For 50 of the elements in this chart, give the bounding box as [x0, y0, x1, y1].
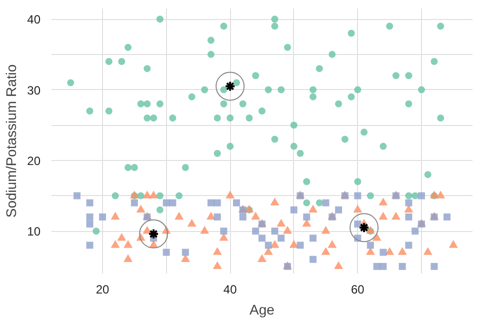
- point: [303, 213, 310, 220]
- x-tick-label: 40: [223, 282, 238, 296]
- point: [296, 242, 304, 249]
- y-tick-label: 20: [27, 154, 41, 168]
- point: [278, 234, 285, 242]
- x-tick-label: 60: [351, 282, 365, 296]
- point: [405, 199, 412, 206]
- point: [405, 242, 412, 249]
- y-tick-label: 10: [27, 224, 41, 239]
- point: [258, 234, 266, 242]
- point: [322, 199, 330, 206]
- point: [405, 213, 412, 220]
- point: [182, 248, 189, 256]
- point: [214, 213, 221, 220]
- point: [252, 228, 260, 235]
- point: [380, 248, 387, 256]
- y-axis-title: Sodium/Potassium Ratio: [3, 64, 20, 218]
- point: [443, 213, 450, 220]
- point: [130, 199, 138, 206]
- point: [366, 242, 374, 249]
- point: [398, 262, 406, 270]
- point: [86, 213, 94, 220]
- point: [162, 248, 170, 256]
- point: [214, 199, 221, 206]
- point: [380, 262, 387, 270]
- x-axis-title: Age: [250, 302, 275, 318]
- x-tick-label: 20: [96, 282, 110, 296]
- point: [290, 206, 298, 214]
- point: [335, 206, 342, 214]
- point: [239, 213, 246, 220]
- point: [354, 192, 362, 200]
- point: [310, 256, 317, 263]
- point: [86, 199, 94, 206]
- point: [232, 199, 240, 206]
- point: [99, 213, 106, 220]
- point: [207, 199, 214, 206]
- point: [354, 220, 362, 228]
- point: [412, 228, 419, 235]
- point: [86, 220, 94, 228]
- point: [86, 242, 94, 249]
- point: [418, 192, 425, 200]
- point: [271, 228, 278, 235]
- point: [310, 234, 317, 242]
- point: [74, 192, 81, 200]
- point: [220, 228, 228, 235]
- y-tick-label: 40: [27, 12, 41, 27]
- point: [264, 242, 272, 249]
- y-tick-label: 30: [27, 83, 41, 98]
- point: [430, 262, 438, 270]
- point: [169, 199, 176, 206]
